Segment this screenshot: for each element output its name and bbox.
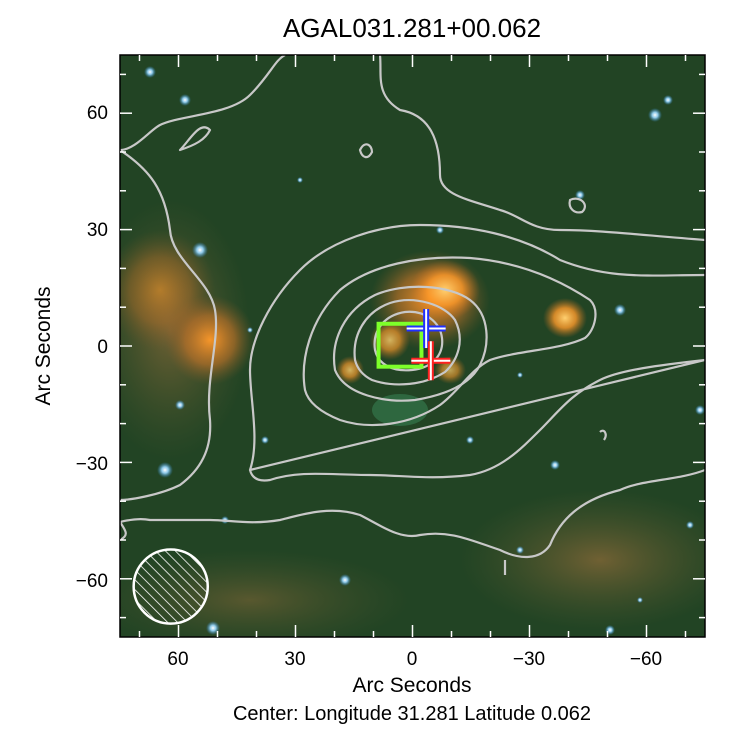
x-axis: 60 30 0 −30 −60 — [167, 649, 662, 670]
markers — [376, 309, 451, 381]
y-tick-label: 30 — [87, 220, 108, 241]
x-tick-label: −60 — [630, 649, 662, 670]
figure-title: AGAL031.281+00.062 — [283, 13, 541, 43]
contour-level-2 — [248, 223, 705, 482]
x-tick-label: −30 — [513, 649, 545, 670]
contour-small-island — [358, 143, 374, 159]
x-tick-label: 0 — [407, 649, 418, 670]
stars — [144, 66, 705, 635]
y-tick-label: −30 — [76, 454, 108, 475]
sky-image — [120, 55, 705, 637]
x-axis-label: Arc Seconds — [352, 674, 471, 697]
blue-cross-marker — [406, 309, 446, 349]
contour-level-3 — [302, 256, 597, 427]
axis-ticks — [120, 55, 705, 637]
y-tick-label: 60 — [87, 103, 108, 124]
y-tick-label: 0 — [97, 337, 108, 358]
contour-small-island-3 — [599, 429, 607, 441]
contours — [120, 55, 705, 575]
beam-circle-icon — [132, 548, 209, 625]
green-square-marker — [376, 321, 424, 369]
beam-circle — [132, 548, 209, 625]
center-coordinates-caption: Center: Longitude 31.281 Latitude 0.062 — [233, 703, 591, 725]
y-axis-label: Arc Seconds — [32, 286, 55, 405]
red-cross-marker — [411, 341, 451, 381]
contour-level-1b — [120, 126, 218, 541]
contour-level-1 — [120, 55, 705, 558]
x-tick-label: 60 — [167, 649, 188, 670]
contour-small-island-2 — [568, 197, 586, 214]
contour-level-5 — [353, 299, 461, 386]
y-axis: 60 30 0 −30 −60 — [76, 103, 108, 592]
x-tick-label: 30 — [284, 649, 305, 670]
y-tick-label: −60 — [76, 571, 108, 592]
contour-level-6 — [373, 310, 444, 372]
contour-level-4 — [332, 285, 488, 402]
